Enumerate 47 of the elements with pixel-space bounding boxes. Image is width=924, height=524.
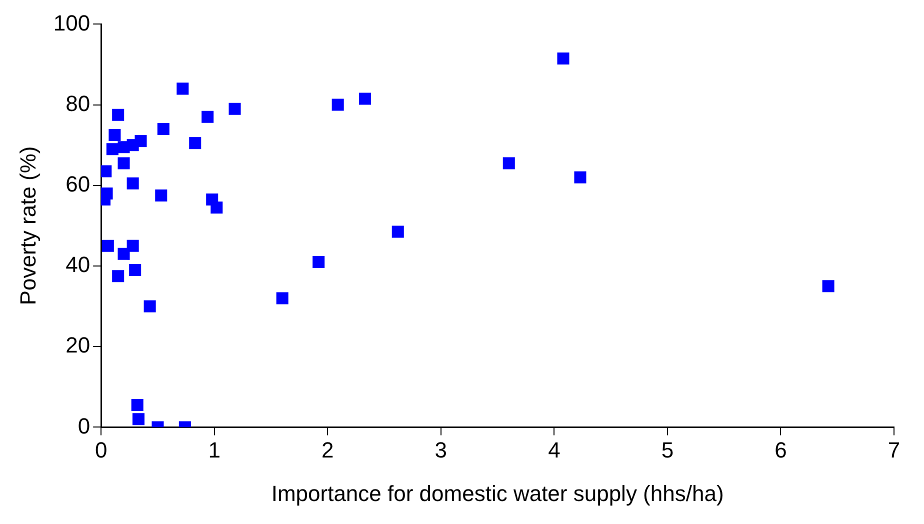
point [332, 98, 344, 111]
point [131, 399, 144, 412]
point [126, 177, 139, 190]
x-tick-label: 4 [548, 437, 560, 462]
point [118, 141, 130, 154]
y-tick-label: 80 [66, 90, 90, 116]
point [118, 157, 130, 170]
point [129, 264, 142, 276]
point [392, 226, 404, 238]
point [132, 413, 144, 426]
point [101, 165, 112, 178]
y-tick-label: 60 [66, 171, 90, 196]
x-tick-label: 6 [774, 437, 787, 462]
point [155, 189, 168, 202]
x-tick-label: 2 [322, 437, 334, 462]
point [157, 122, 170, 135]
point [557, 52, 570, 64]
y-tick-label: 0 [78, 413, 90, 438]
x-tick-label: 7 [888, 437, 900, 462]
y-tick-label: 20 [66, 332, 90, 358]
y-tick-label: 100 [53, 10, 90, 36]
point [502, 157, 515, 170]
point [202, 110, 214, 123]
point [126, 240, 139, 252]
point [276, 292, 288, 304]
point [210, 202, 223, 214]
point [574, 171, 586, 184]
x-tick-label: 0 [94, 437, 108, 462]
point [176, 82, 189, 95]
x-tick-label: 3 [434, 437, 448, 462]
point [359, 92, 372, 105]
point [102, 240, 114, 252]
x-axis-title: Importance for domestic water supply (hhs/ha) [271, 480, 724, 506]
point [112, 270, 124, 282]
point [822, 280, 834, 292]
y-axis-title: Poverty rate (%) [15, 146, 40, 306]
point [112, 108, 124, 121]
point [228, 102, 241, 115]
point [108, 129, 121, 142]
x-tick-label: 5 [661, 437, 674, 462]
y-tick-label: 40 [66, 252, 90, 278]
point [189, 137, 202, 150]
point [106, 143, 118, 156]
point [144, 300, 156, 312]
x-tick-label: 1 [208, 437, 220, 462]
point [312, 256, 325, 268]
point [118, 248, 130, 260]
